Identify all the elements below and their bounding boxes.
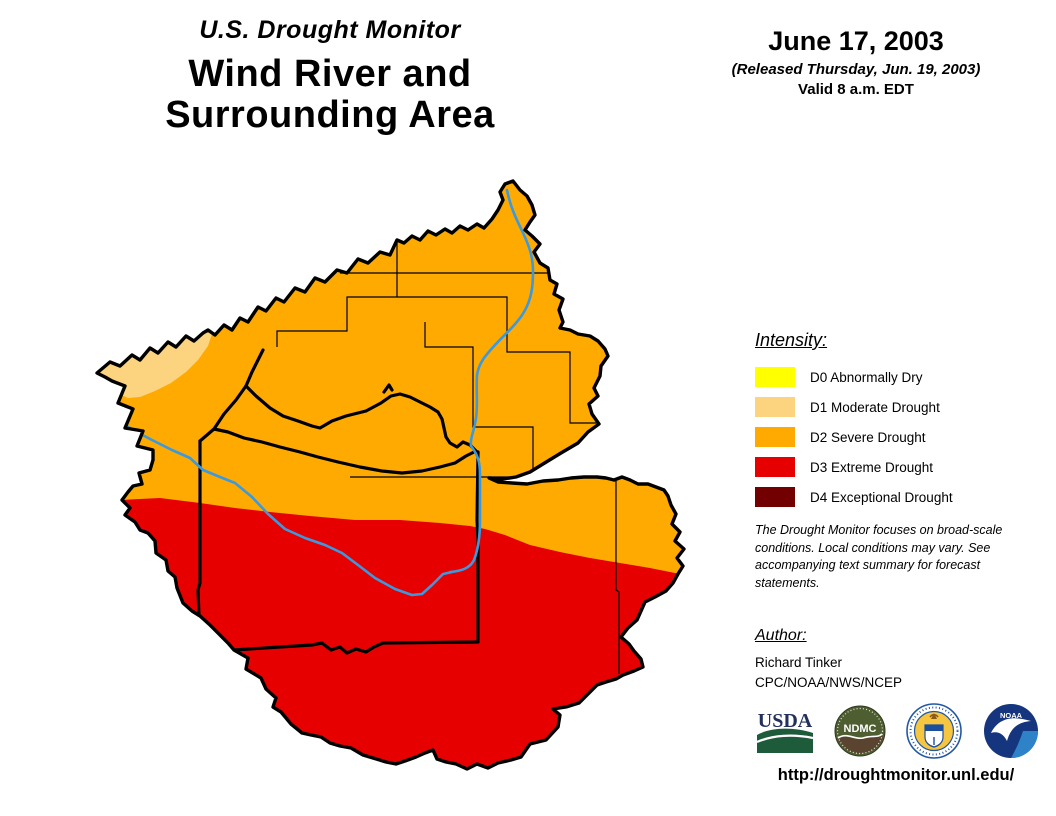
legend-label: D4 Exceptional Drought <box>810 489 953 505</box>
reservation-boundary <box>196 348 480 655</box>
report-kicker: U.S. Drought Monitor <box>199 16 461 44</box>
legend-row-d2: D2 Severe Drought <box>755 422 1043 452</box>
legend-heading: Intensity: <box>755 330 828 350</box>
d1-moderate-region <box>97 326 213 398</box>
legend-label: D3 Extreme Drought <box>810 459 934 475</box>
d3-swatch <box>755 457 795 477</box>
map-date: June 17, 2003 <box>768 26 944 56</box>
d0-swatch <box>755 367 795 387</box>
legend-row-d3: D3 Extreme Drought <box>755 452 1043 482</box>
author-name: Richard Tinker <box>755 655 843 670</box>
legend-label: D1 Moderate Drought <box>810 399 940 415</box>
intensity-legend: D0 Abnormally Dry D1 Moderate Drought D2… <box>755 362 1043 512</box>
d2-swatch <box>755 427 795 447</box>
ndmc-logo-icon: NDMC <box>834 705 886 757</box>
date-block: June 17, 2003 (Released Thursday, Jun. 1… <box>700 26 1012 98</box>
author-heading: Author: <box>755 627 807 644</box>
commerce-seal-icon <box>906 703 963 759</box>
river-lines <box>97 188 535 597</box>
legend-label: D0 Abnormally Dry <box>810 369 923 385</box>
watershed-boundary <box>95 179 686 771</box>
svg-text:NDMC: NDMC <box>843 723 876 735</box>
page-title-line2: Surrounding Area <box>165 94 495 137</box>
page-title: Wind River and Surrounding Area <box>90 53 570 137</box>
website-url: http://droughtmonitor.unl.edu/ <box>777 766 1015 784</box>
legend-row-d4: D4 Exceptional Drought <box>755 482 1043 512</box>
d1-swatch <box>755 397 795 417</box>
usda-logo-icon: USDA <box>757 709 813 753</box>
svg-text:NOAA: NOAA <box>1000 711 1023 720</box>
release-date: (Released Thursday, Jun. 19, 2003) <box>731 61 981 78</box>
title-block: U.S. Drought Monitor Wind River and Surr… <box>90 16 570 136</box>
noaa-logo-icon: NOAA <box>983 704 1038 758</box>
valid-time: Valid 8 a.m. EDT <box>798 81 914 98</box>
legend-row-d1: D1 Moderate Drought <box>755 392 1043 422</box>
author-org: CPC/NOAA/NWS/NCEP <box>755 675 903 690</box>
disclaimer-text: The Drought Monitor focuses on broad-sca… <box>755 523 1003 590</box>
page-title-line1: Wind River and <box>188 53 472 95</box>
legend-row-d0: D0 Abnormally Dry <box>755 362 1043 392</box>
legend-label: D2 Severe Drought <box>810 429 926 445</box>
d4-swatch <box>755 487 795 507</box>
svg-text:USDA: USDA <box>758 710 813 732</box>
agency-logos: USDA NDMC NOAA <box>757 703 1039 759</box>
